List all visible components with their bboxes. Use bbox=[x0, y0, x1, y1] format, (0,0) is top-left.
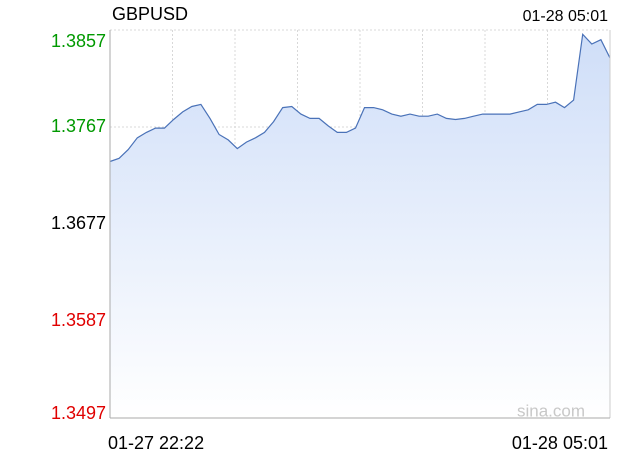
area-fill bbox=[110, 34, 610, 419]
y-tick-label: 1.3857 bbox=[51, 31, 106, 51]
x-tick-label: 01-28 05:01 bbox=[512, 433, 608, 453]
timestamp: 01-28 05:01 bbox=[523, 8, 609, 25]
y-tick-label: 1.3587 bbox=[51, 310, 106, 330]
x-tick-label: 01-27 22:22 bbox=[108, 433, 204, 453]
y-tick-label: 1.3677 bbox=[51, 213, 106, 233]
watermark: sina.com bbox=[517, 401, 585, 420]
y-tick-label: 1.3497 bbox=[51, 403, 106, 423]
y-tick-label: 1.3767 bbox=[51, 116, 106, 136]
chart-title: GBPUSD bbox=[112, 4, 188, 24]
price-line bbox=[109, 32, 611, 163]
